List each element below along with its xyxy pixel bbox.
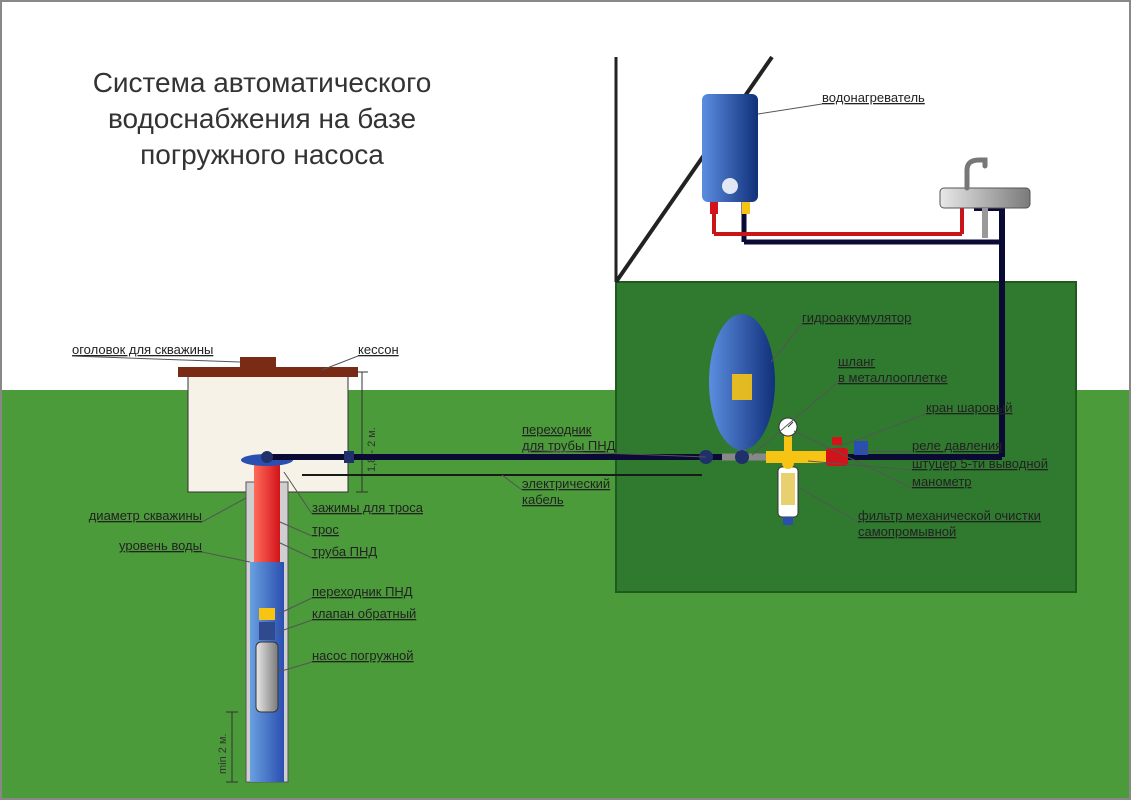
label-ballvalve: кран шаровый (926, 400, 1013, 415)
five-way-fitting (766, 451, 826, 463)
label-check-valve: клапан обратный (312, 606, 416, 621)
diagram-title: Система автоматического (93, 67, 432, 98)
check-valve (259, 622, 275, 640)
pressure-relay (854, 441, 868, 455)
label-fitting5: штуцер 5-ти выводной (912, 456, 1048, 471)
label-filter: фильтр механической очистки (858, 508, 1041, 523)
label-pipe-pnd: труба ПНД (312, 544, 377, 559)
label-heater: водонагреватель (822, 90, 925, 105)
label-cable: электрический (522, 476, 610, 491)
diagram-svg: 1,8 - 2 м. min 2 м. Система автоматическог… (2, 2, 1131, 800)
submersible-pump (256, 642, 278, 712)
label-accumulator: гидроаккумулятор (802, 310, 911, 325)
basement (616, 282, 1076, 592)
label-pressure: реле давления (912, 438, 1002, 453)
label-adapter2: переходник ПНД (312, 584, 413, 599)
label-filter: самопромывной (858, 524, 956, 539)
pnd-adapter (259, 608, 275, 620)
label-water-level: уровень воды (119, 538, 202, 553)
faucet (967, 160, 985, 188)
diagram-frame: 1,8 - 2 м. min 2 м. Система автоматическог… (0, 0, 1131, 800)
diagram-title: водоснабжения на базе (108, 103, 416, 134)
label-rope: трос (312, 522, 339, 537)
label-wellhead: оголовок для скважины (72, 342, 213, 357)
label-clamps: зажимы для троса (312, 500, 424, 515)
well-pipe-upper (254, 462, 280, 562)
label-hose: в металлооплетке (838, 370, 948, 385)
label-well-diameter: диаметр скважины (89, 508, 202, 523)
sink (940, 188, 1030, 208)
label-adapter-pnd: переходник (522, 422, 592, 437)
label-manometer: манометр (912, 474, 972, 489)
label-pump: насос погружной (312, 648, 414, 663)
label-cable: кабель (522, 492, 564, 507)
diagram-title: погружного насоса (140, 139, 384, 170)
svg-text:min 2 м.: min 2 м. (217, 733, 229, 774)
svg-text:1,8 - 2 м.: 1,8 - 2 м. (366, 427, 378, 472)
label-hose: шланг (838, 354, 875, 369)
label-caisson: кессон (358, 342, 399, 357)
